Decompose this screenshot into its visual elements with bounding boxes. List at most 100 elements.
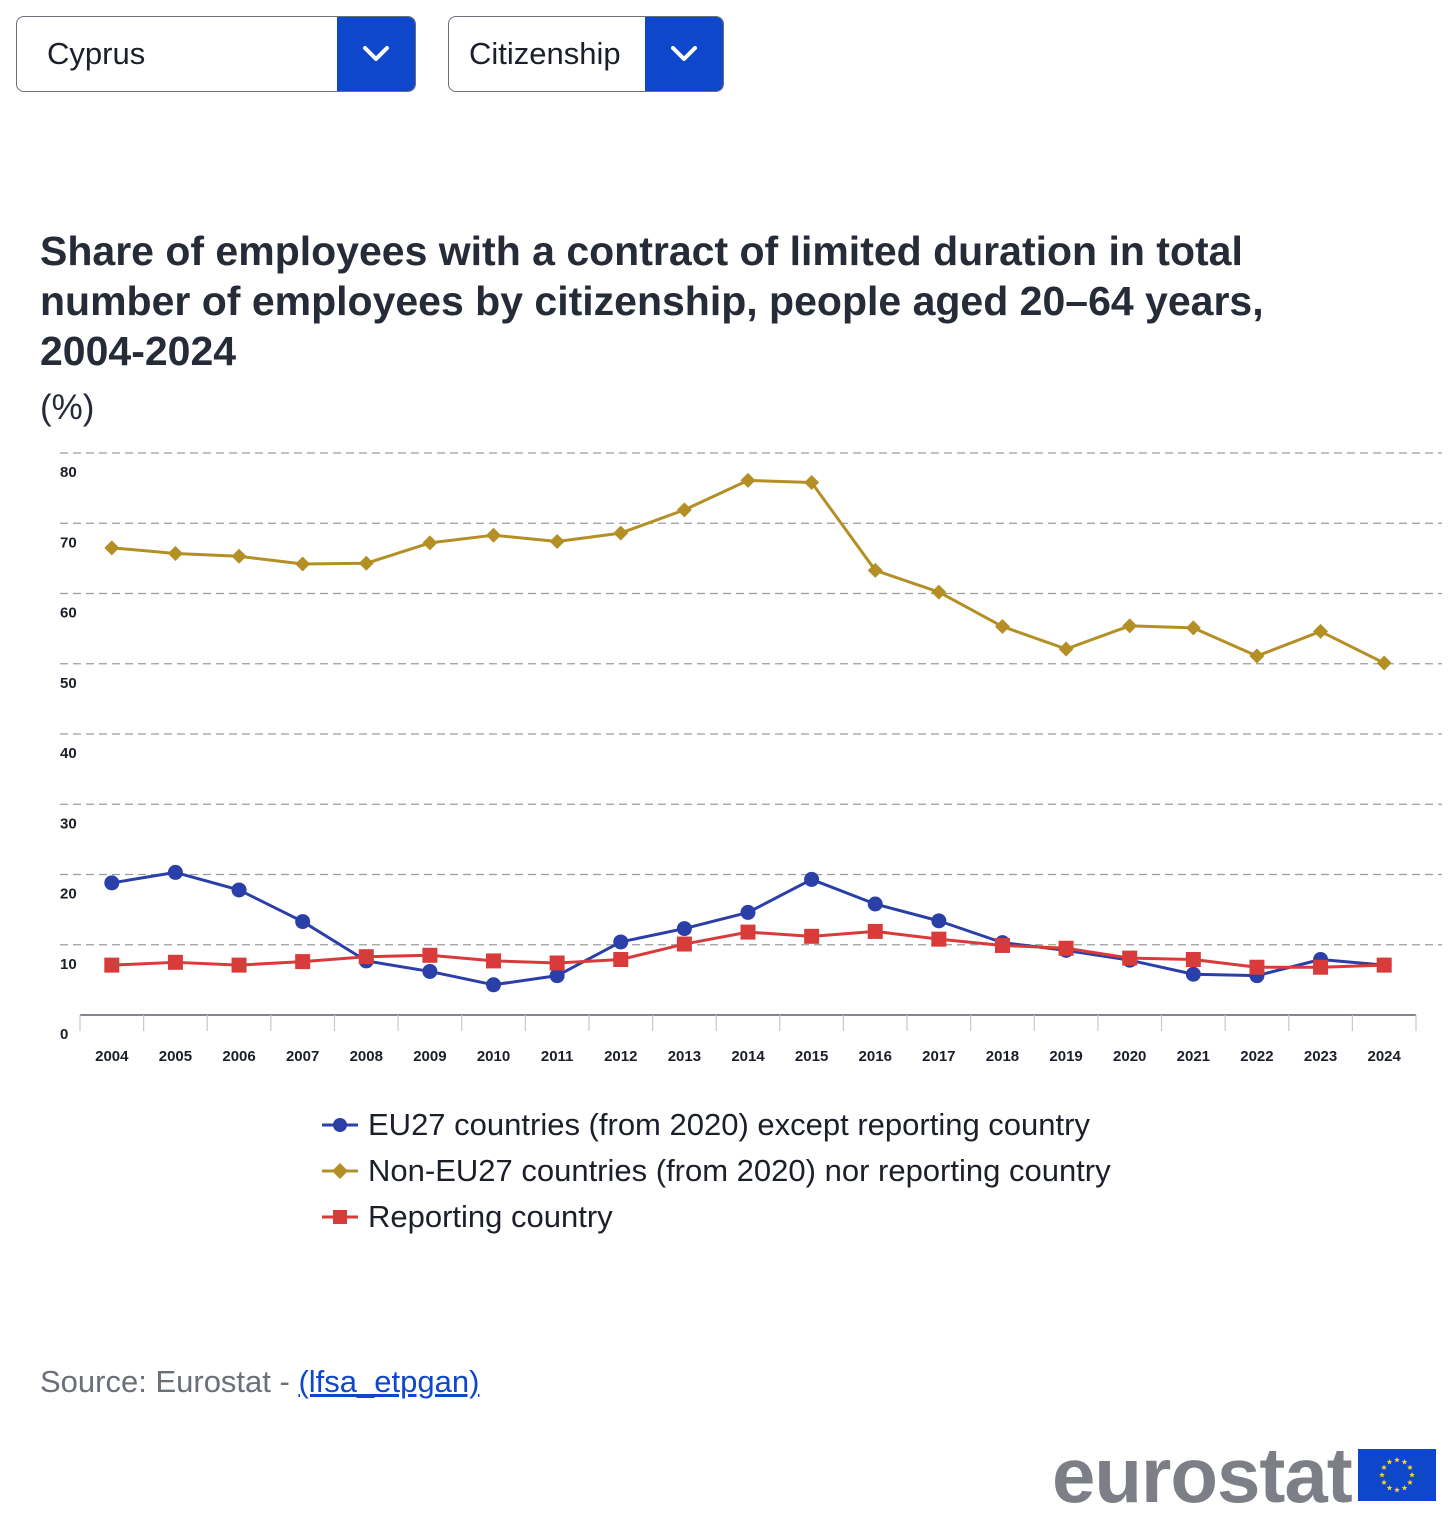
data-point[interactable]: [931, 913, 947, 929]
data-point[interactable]: [740, 924, 756, 940]
legend-item-eu27[interactable]: EU27 countries (from 2020) except report…: [320, 1102, 1111, 1148]
data-point[interactable]: [486, 977, 502, 993]
data-point[interactable]: [931, 584, 947, 600]
flag-star: [1393, 1457, 1400, 1463]
data-point[interactable]: [549, 955, 565, 971]
x-tick-label: 2008: [350, 1048, 383, 1065]
chart-unit: (%): [40, 388, 95, 427]
y-tick-label: 20: [60, 886, 77, 903]
data-point[interactable]: [486, 527, 502, 543]
data-point[interactable]: [1313, 959, 1329, 975]
legend-item-reporting-country[interactable]: Reporting country: [320, 1194, 1111, 1240]
data-point[interactable]: [104, 875, 120, 891]
country-dropdown[interactable]: Cyprus: [16, 16, 416, 92]
data-point[interactable]: [804, 871, 820, 887]
data-point[interactable]: [676, 936, 692, 952]
flag-star: [1406, 1479, 1413, 1485]
flag-star: [1386, 1484, 1393, 1491]
line-chart: 0 10 20 30 40 50 60 70 80 2004 2005 2006 2007 2008 200…: [60, 452, 1442, 1065]
data-point[interactable]: [231, 548, 247, 564]
data-point[interactable]: [1185, 966, 1201, 982]
x-tick-label: 2014: [731, 1048, 765, 1065]
y-tick-label: 80: [60, 464, 77, 481]
y-tick-label: 30: [60, 815, 77, 832]
x-tick-label: 2019: [1049, 1048, 1082, 1065]
data-point[interactable]: [1376, 957, 1392, 973]
y-tick-label: 50: [60, 675, 77, 692]
x-tick-label: 2020: [1113, 1048, 1146, 1065]
x-tick-label: 2018: [986, 1048, 1019, 1065]
diamond-marker-icon: [322, 1163, 358, 1179]
legend-item-non-eu27[interactable]: Non-EU27 countries (from 2020) nor repor…: [320, 1148, 1111, 1194]
x-tick-label: 2006: [222, 1048, 255, 1065]
data-point[interactable]: [1185, 620, 1201, 636]
data-point[interactable]: [295, 914, 311, 930]
data-point[interactable]: [549, 968, 565, 984]
data-point[interactable]: [804, 928, 820, 944]
data-point[interactable]: [1376, 655, 1392, 671]
data-point[interactable]: [613, 525, 629, 541]
flag-star: [1393, 1487, 1400, 1493]
data-point[interactable]: [486, 953, 502, 969]
data-point[interactable]: [231, 957, 247, 973]
data-point[interactable]: [104, 540, 120, 556]
data-point[interactable]: [994, 937, 1010, 953]
data-point[interactable]: [1058, 940, 1074, 956]
data-point[interactable]: [295, 954, 311, 970]
data-point[interactable]: [422, 535, 438, 551]
source-note: Source: Eurostat - (lfsa_etpgan): [40, 1364, 479, 1400]
data-point[interactable]: [867, 562, 883, 578]
data-point[interactable]: [167, 954, 183, 970]
data-point[interactable]: [1122, 950, 1138, 966]
data-point[interactable]: [1249, 959, 1265, 975]
country-dropdown-value: Cyprus: [47, 36, 146, 71]
data-point[interactable]: [740, 904, 756, 920]
data-point[interactable]: [167, 545, 183, 561]
data-point[interactable]: [740, 472, 756, 488]
data-point[interactable]: [358, 555, 374, 571]
data-point[interactable]: [676, 502, 692, 518]
x-tick-label: 2021: [1177, 1048, 1210, 1065]
flag-star: [1386, 1459, 1393, 1465]
breakdown-dropdown[interactable]: Citizenship: [448, 16, 724, 92]
data-point[interactable]: [295, 556, 311, 572]
source-dataset-link[interactable]: (lfsa_etpgan): [298, 1364, 480, 1399]
data-point[interactable]: [994, 619, 1010, 635]
data-point[interactable]: [1313, 623, 1329, 639]
data-point[interactable]: [867, 896, 883, 912]
data-point[interactable]: [867, 923, 883, 939]
data-point[interactable]: [231, 882, 247, 898]
flag-star: [1408, 1472, 1415, 1478]
circle-marker-icon: [322, 1118, 358, 1132]
data-point[interactable]: [1249, 648, 1265, 664]
data-point[interactable]: [1185, 952, 1201, 968]
data-point[interactable]: [676, 921, 692, 937]
x-tick-label: 2011: [541, 1048, 574, 1065]
legend-label: Reporting country: [368, 1199, 613, 1234]
chevron-down-icon[interactable]: [645, 17, 723, 91]
x-tick-label: 2017: [922, 1048, 955, 1065]
data-point[interactable]: [422, 947, 438, 963]
data-point[interactable]: [549, 534, 565, 550]
data-point[interactable]: [104, 957, 120, 973]
data-point[interactable]: [422, 963, 438, 979]
data-point[interactable]: [1058, 641, 1074, 657]
flag-star: [1380, 1479, 1387, 1485]
data-point[interactable]: [1122, 618, 1138, 634]
flag-star: [1378, 1472, 1385, 1478]
x-tick-label: 2015: [795, 1048, 828, 1065]
data-point[interactable]: [358, 949, 374, 965]
breakdown-dropdown-value: Citizenship: [469, 36, 621, 71]
eurostat-logo: eurostat: [1052, 1436, 1436, 1514]
data-point[interactable]: [931, 931, 947, 947]
square-marker-icon: [322, 1210, 358, 1224]
data-point[interactable]: [613, 934, 629, 950]
x-tick-label: 2005: [159, 1048, 192, 1065]
chevron-down-icon[interactable]: [337, 17, 415, 91]
x-tick-label: 2004: [95, 1048, 129, 1065]
data-point[interactable]: [613, 952, 629, 968]
data-point[interactable]: [167, 864, 183, 880]
data-point[interactable]: [804, 475, 820, 491]
logo-wordmark: eurostat: [1052, 1431, 1353, 1519]
flag-star: [1380, 1464, 1387, 1470]
